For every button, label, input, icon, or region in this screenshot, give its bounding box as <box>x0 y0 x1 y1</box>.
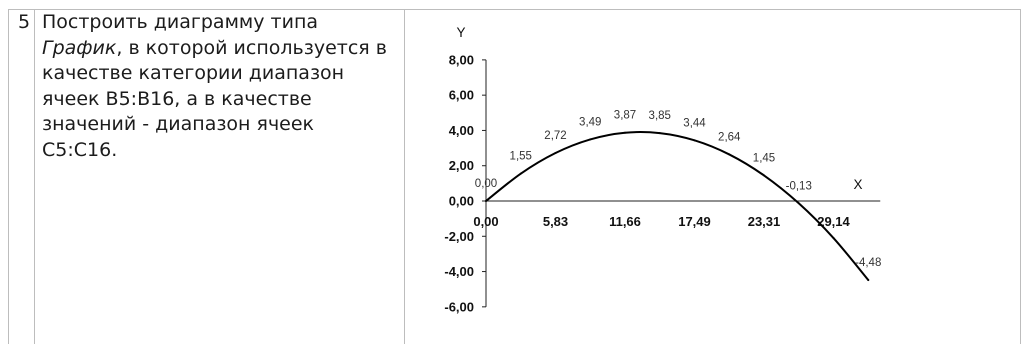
description-line-3: качестве категории диапазон <box>42 62 345 85</box>
task-description-cell: Построить диаграмму типа График, в котор… <box>34 9 404 344</box>
data-label: 1,55 <box>510 151 532 163</box>
x-tick-label: 29,14 <box>817 214 850 229</box>
data-label: 2,72 <box>544 130 566 142</box>
data-point <box>728 153 731 156</box>
series-line <box>485 131 870 282</box>
y-axis-title: Y <box>456 25 465 40</box>
data-point <box>624 131 626 134</box>
y-tick-label: 0,00 <box>449 194 474 209</box>
data-label: 0,00 <box>475 178 497 190</box>
chart-cell: 8,00 6,00 4,00 2,00 0,00 -2,00 -4,00 -6,00 0,00 5… <box>404 9 1021 344</box>
data-point <box>867 279 870 282</box>
x-tick-label: 5,83 <box>543 214 568 229</box>
data-label: 1,45 <box>753 152 775 164</box>
description-line-2: График, в которой используется в <box>42 36 387 62</box>
data-point <box>519 172 522 175</box>
data-point <box>485 200 487 202</box>
y-tick-label: 2,00 <box>449 158 474 173</box>
x-tick-label: 11,66 <box>609 214 641 229</box>
description-line-4: ячеек B5:B16, а в качестве <box>42 87 312 110</box>
chart-type-name: График <box>42 36 117 59</box>
y-tick-label: 4,00 <box>449 123 474 138</box>
data-point <box>693 139 696 142</box>
data-point <box>763 174 765 177</box>
task-number: 5 <box>18 11 31 33</box>
data-point <box>589 138 592 141</box>
x-axis-title: X <box>853 177 862 192</box>
y-tick-label: 6,00 <box>449 88 474 103</box>
data-label: -0,13 <box>786 180 812 192</box>
y-tick-label: -4,00 <box>444 264 474 279</box>
data-point <box>554 152 557 155</box>
data-point <box>797 202 800 205</box>
y-tick-label: -6,00 <box>444 299 474 314</box>
data-point <box>832 237 835 240</box>
data-point <box>658 132 661 135</box>
data-label: 3,87 <box>614 110 636 122</box>
data-label: 3,85 <box>649 110 671 122</box>
task-number-cell: 5 <box>8 9 34 344</box>
description-line-5: значений - диапазон ячеек <box>42 113 315 136</box>
y-tick-label: -2,00 <box>444 229 474 244</box>
x-tick-label: 23,31 <box>748 214 781 229</box>
task-description: Построить диаграмму типа График, в котор… <box>42 10 387 164</box>
data-label: 3,49 <box>579 116 601 128</box>
data-label: 3,44 <box>683 117 706 129</box>
data-label: 2,64 <box>718 131 741 143</box>
x-tick-label: 17,49 <box>678 214 711 229</box>
y-tick-label: 8,00 <box>449 52 474 67</box>
data-label: -4,48 <box>855 257 881 269</box>
line-chart: 8,006,004,002,000,00-2,00-4,00-6,000,00 5… <box>444 25 881 314</box>
description-line-6: C5:C16. <box>42 138 118 161</box>
description-line-1: Построить диаграмму типа <box>42 11 319 33</box>
x-tick-label: 0,00 <box>473 214 498 229</box>
description-line-2-rest: , в которой используется в <box>116 36 387 59</box>
